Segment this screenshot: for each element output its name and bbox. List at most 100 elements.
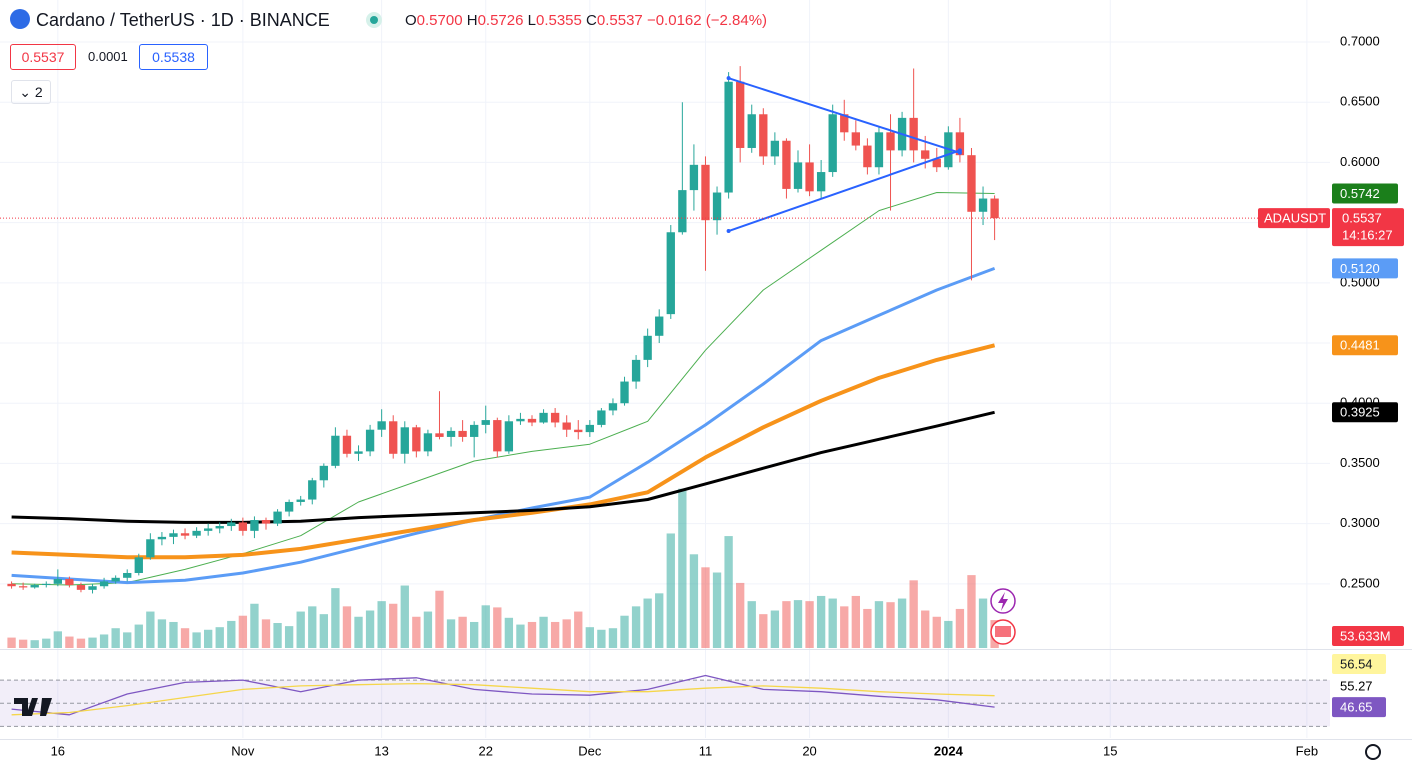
candle-body xyxy=(504,421,514,452)
symbol-tag-bg xyxy=(1258,208,1330,229)
candle-body xyxy=(42,583,51,586)
volume-bar xyxy=(597,629,606,648)
candle-body xyxy=(435,433,444,437)
indicators-toggle[interactable]: ⌄ 2 xyxy=(11,80,51,104)
candle-body xyxy=(886,132,895,151)
l-label: L xyxy=(527,12,536,29)
market-status[interactable] xyxy=(366,12,382,28)
candle-body xyxy=(284,501,294,512)
volume-bar xyxy=(111,628,120,648)
candle-body xyxy=(747,114,756,148)
rsi-label-bg xyxy=(1332,697,1386,718)
ohlc: O0.5700 H0.5726 L0.5355 C0.5537 −0.0162 … xyxy=(405,12,767,29)
candle-body xyxy=(470,424,479,437)
volume-bar xyxy=(169,621,178,648)
candle-body xyxy=(782,140,791,189)
volume-bar xyxy=(99,634,109,648)
c-label: C xyxy=(586,12,597,29)
candle-body xyxy=(157,536,167,540)
volume-bar xyxy=(18,639,28,648)
low: 0.5355 xyxy=(535,12,582,29)
volume-bar xyxy=(261,619,271,648)
candle-body xyxy=(354,451,363,454)
volume-bar xyxy=(296,611,305,648)
volume-bar xyxy=(874,601,884,648)
candle-body xyxy=(539,412,548,423)
x-tick-label: 20 xyxy=(802,743,816,758)
candle-body xyxy=(978,198,988,212)
h-label: H xyxy=(466,12,478,29)
volume-bar xyxy=(284,626,294,648)
settings-icon[interactable] xyxy=(1365,744,1381,760)
candle-body xyxy=(631,359,641,382)
volume-bar xyxy=(42,638,51,648)
candle-body xyxy=(134,557,143,573)
candle-body xyxy=(736,81,745,148)
volume-bar xyxy=(389,603,398,648)
y-tick-label: 0.3000 xyxy=(1340,515,1380,530)
volume-bar xyxy=(527,621,537,648)
candle-body xyxy=(273,511,282,524)
volume-bar xyxy=(157,619,167,648)
rsi-level-label: 55.27 xyxy=(1340,678,1373,693)
candle-body xyxy=(689,164,699,191)
candle-body xyxy=(712,192,722,221)
volume-bar xyxy=(65,636,74,648)
volume-bar xyxy=(585,627,594,648)
volume-bar xyxy=(909,580,918,648)
candle-body xyxy=(481,420,490,425)
volume-bar xyxy=(840,606,849,648)
line-series xyxy=(11,192,995,586)
volume-bar xyxy=(215,627,224,648)
buy-button[interactable]: 0.5538 xyxy=(139,44,208,70)
ma-label: 0.5120 xyxy=(1340,261,1380,276)
x-tick-label: Dec xyxy=(578,743,602,758)
volume-bar xyxy=(574,611,583,648)
volume-bar xyxy=(412,616,421,648)
volume-bar xyxy=(446,619,456,648)
candle-body xyxy=(342,435,352,454)
candle-body xyxy=(550,412,560,423)
volume-bar xyxy=(550,621,560,648)
volume-bar xyxy=(204,629,213,648)
trendline-anchor xyxy=(726,76,731,81)
volume-bar xyxy=(897,598,907,648)
symbol-title[interactable]: Cardano / TetherUS · 1D · BINANCE xyxy=(36,10,330,30)
volume-bar xyxy=(955,608,965,648)
candle-body xyxy=(585,424,594,433)
ma-label-bg xyxy=(1332,183,1398,204)
volume-bar xyxy=(608,628,618,648)
candle-body xyxy=(423,433,433,452)
volume-bar xyxy=(30,640,39,648)
volume-bar xyxy=(250,603,259,648)
x-tick-label: Nov xyxy=(231,743,255,758)
trendline xyxy=(728,77,961,154)
candle-body xyxy=(874,132,884,168)
volume-bar xyxy=(123,632,132,648)
candle-body xyxy=(308,480,317,500)
ma-label: 0.3925 xyxy=(1340,405,1380,420)
candle-body xyxy=(296,499,305,502)
volume-label-bg xyxy=(1332,626,1404,646)
y-tick-label: 0.3500 xyxy=(1340,455,1380,470)
volume-bar xyxy=(192,632,201,648)
candle-body xyxy=(111,577,120,582)
trendline-anchor xyxy=(957,148,962,153)
sell-button[interactable]: 0.5537 xyxy=(10,44,76,70)
line-series xyxy=(11,410,995,524)
indicator-count: 2 xyxy=(34,84,43,100)
volume-bar xyxy=(886,602,895,648)
volume-bar xyxy=(377,601,386,648)
candle-body xyxy=(967,155,976,212)
volume-bar xyxy=(88,637,97,648)
candle-body xyxy=(678,190,687,233)
candle-body xyxy=(169,533,178,537)
candle-body xyxy=(250,520,259,531)
x-tick-label: 13 xyxy=(374,743,388,758)
y-tick-label: 0.6500 xyxy=(1340,94,1380,109)
volume-bar xyxy=(504,617,514,648)
volume-label: 53.633M xyxy=(1340,628,1391,643)
candle-body xyxy=(863,145,872,168)
candle-body xyxy=(643,335,652,360)
